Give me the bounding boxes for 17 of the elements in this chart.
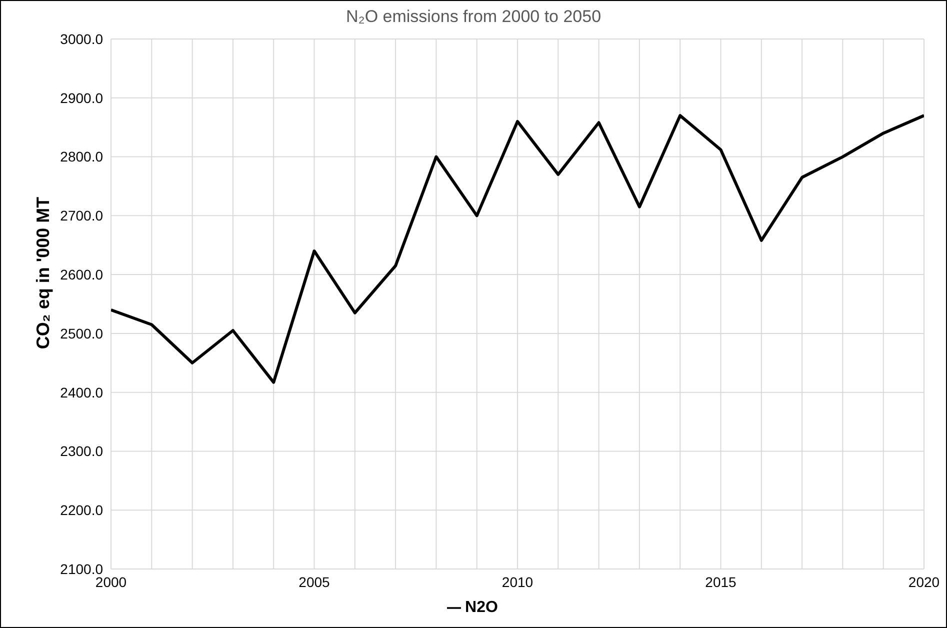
x-tick-label: 2020 (908, 574, 940, 590)
chart-title: N₂O emissions from 2000 to 2050 (344, 7, 602, 27)
y-tick-label: 3000.0 (60, 30, 104, 47)
y-tick-label: 2200.0 (60, 502, 104, 518)
x-tick-label: 2015 (705, 574, 737, 590)
y-axis-title: CO₂ eq in '000 MT (33, 196, 53, 350)
y-tick-label: 2500.0 (60, 325, 104, 342)
y-tick-label: 2800.0 (60, 148, 104, 165)
y-tick-label: 2400.0 (60, 384, 104, 400)
y-tick-label: 2600.0 (60, 266, 104, 283)
line-series (111, 114, 924, 384)
y-tick-label: 2900.0 (60, 90, 104, 106)
y-tick-label: 2700.0 (60, 208, 104, 224)
x-tick-label: 2005 (298, 574, 330, 590)
legend-label: N2O (465, 599, 498, 616)
y-tick-label: 2300.0 (60, 443, 104, 460)
x-tick-label: 2010 (502, 574, 534, 590)
